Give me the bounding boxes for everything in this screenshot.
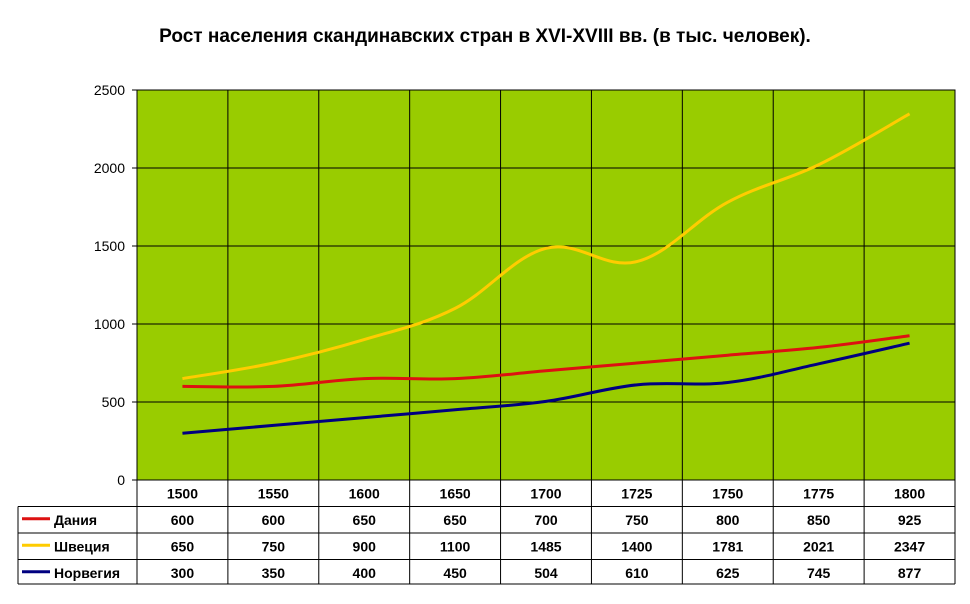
x-tick-label: 1550	[258, 485, 289, 501]
data-label: 1781	[712, 538, 743, 554]
y-tick-label: 1000	[94, 316, 125, 332]
x-tick-label: 1600	[349, 485, 380, 501]
data-label: 700	[534, 512, 558, 528]
y-tick-label: 1500	[94, 238, 125, 254]
x-tick-label: 1650	[440, 485, 471, 501]
data-label: 610	[625, 565, 649, 581]
x-tick-label: 1750	[712, 485, 743, 501]
x-tick-label: 1800	[894, 485, 925, 501]
plot-area	[137, 90, 955, 480]
y-axis: 0 500 1000 1500 2000 2500	[94, 82, 137, 488]
data-label: 850	[807, 512, 831, 528]
series-line	[182, 112, 911, 381]
data-label: 2347	[894, 538, 925, 554]
data-label: 650	[443, 512, 467, 528]
data-label: 2021	[803, 538, 834, 554]
data-label: 1485	[530, 538, 561, 554]
y-tick-label: 500	[102, 394, 126, 410]
y-tick-label: 2000	[94, 160, 125, 176]
data-label: 350	[262, 565, 286, 581]
data-label: 745	[807, 565, 831, 581]
data-label: 625	[716, 565, 740, 581]
data-label: 450	[443, 565, 467, 581]
x-tick-label: 1500	[167, 485, 198, 501]
data-table: 1500 1550 1600 1650 1700 1725 1750 1775 1800 Дани…	[17, 479, 955, 585]
data-label: 650	[171, 538, 195, 554]
x-tick-label: 1700	[530, 485, 561, 501]
data-label: 600	[262, 512, 286, 528]
data-label: 925	[898, 512, 922, 528]
data-label: 750	[262, 538, 286, 554]
data-label: 650	[353, 512, 377, 528]
data-label: 1400	[621, 538, 652, 554]
y-tick-label: 2500	[94, 82, 125, 98]
legend-label: Норвегия	[54, 565, 120, 581]
x-tick-label: 1775	[803, 485, 834, 501]
data-label: 750	[625, 512, 649, 528]
data-label: 600	[171, 512, 195, 528]
data-label: 300	[171, 565, 195, 581]
x-tick-label: 1725	[621, 485, 652, 501]
data-label: 877	[898, 565, 922, 581]
chart-title: Рост населения скандинавских стран в XVI…	[159, 26, 811, 47]
data-label: 800	[716, 512, 740, 528]
y-tick-label: 0	[117, 472, 125, 488]
series-lines	[182, 112, 911, 435]
data-label: 900	[353, 538, 377, 554]
legend-label: Дания	[54, 512, 97, 528]
grid-lines	[136, 89, 956, 584]
data-label: 504	[534, 565, 558, 581]
legend-label: Швеция	[54, 538, 110, 554]
data-label: 1100	[440, 538, 471, 554]
data-label: 400	[353, 565, 377, 581]
